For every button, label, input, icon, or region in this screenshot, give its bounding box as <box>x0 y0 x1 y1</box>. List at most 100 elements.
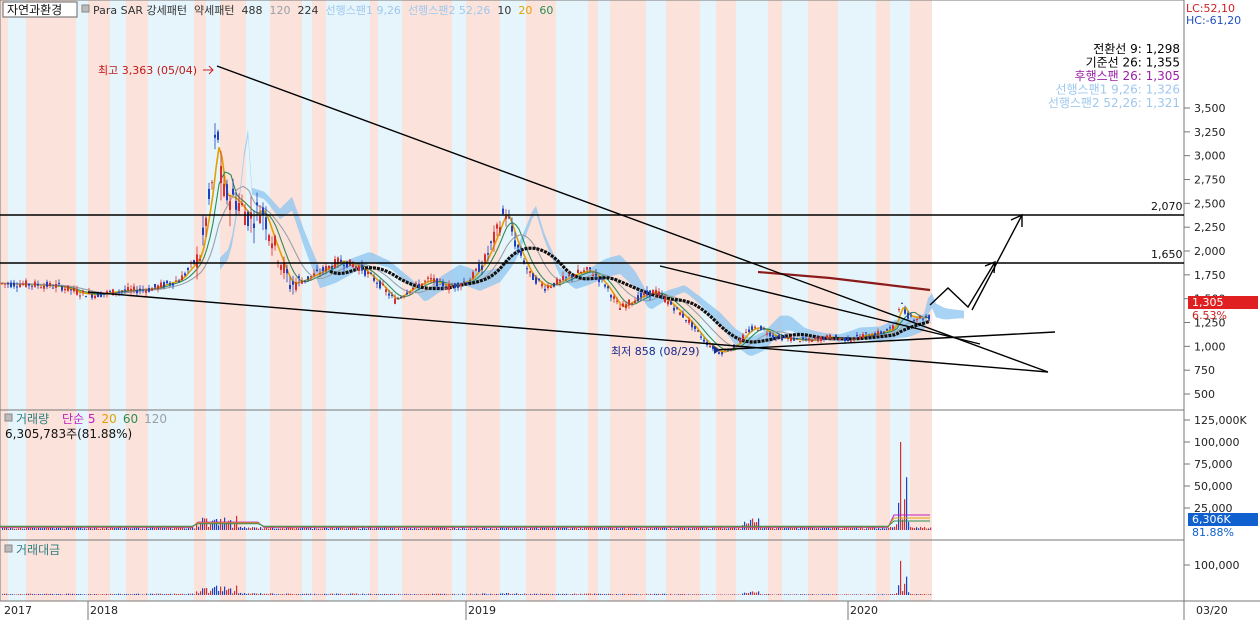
volume-bar <box>240 527 241 530</box>
amount-toggle-icon[interactable] <box>5 545 12 552</box>
indicator-toggle-icon[interactable] <box>82 5 89 12</box>
amount-bar <box>416 594 417 595</box>
amount-bar <box>504 594 505 595</box>
amount-bar <box>256 594 257 595</box>
volume-bar <box>82 529 83 530</box>
amount-bar <box>904 584 905 595</box>
amount-bar <box>50 594 51 595</box>
volume-bar <box>782 528 783 530</box>
amount-bar <box>324 594 325 595</box>
hc-value: HC:-61,20 <box>1186 14 1241 27</box>
volume-bar <box>418 529 419 530</box>
volume-bar <box>678 528 679 530</box>
volume-bar <box>906 477 907 530</box>
amount-bar <box>322 594 323 595</box>
ichimoku-legend-item: 전환선 9: 1,298 <box>1093 42 1180 56</box>
amount-bar <box>44 594 45 595</box>
amount-bar <box>706 594 707 595</box>
amount-bar <box>696 594 697 595</box>
amount-bar <box>738 594 739 595</box>
amount-bar <box>20 594 21 595</box>
volume-bar <box>446 528 447 530</box>
amount-bar <box>26 594 27 595</box>
amount-bar <box>362 594 363 595</box>
amount-bar <box>838 594 839 595</box>
volume-bar <box>2 528 3 530</box>
volume-bar <box>112 528 113 530</box>
amount-bar <box>136 594 137 595</box>
volume-ma-label: 20 <box>102 412 117 426</box>
volume-bar <box>488 529 489 530</box>
volume-bar <box>20 528 21 530</box>
amount-bar <box>810 594 811 595</box>
candle <box>379 279 381 289</box>
amount-bar <box>194 594 195 595</box>
volume-bar <box>98 529 99 530</box>
pattern-band <box>466 0 500 601</box>
amount-bar <box>64 594 65 595</box>
volume-bar <box>44 528 45 530</box>
amount-bar <box>344 594 345 595</box>
volume-bar <box>464 528 465 530</box>
amount-bar <box>102 594 103 595</box>
volume-bar <box>750 520 751 530</box>
volume-bar <box>876 529 877 530</box>
volume-bar <box>372 528 373 530</box>
amount-bar <box>368 594 369 595</box>
amount-bar <box>302 594 303 595</box>
indicator-label: 20 <box>518 4 532 17</box>
amount-bar <box>434 594 435 595</box>
amount-bar <box>636 594 637 595</box>
amount-bar <box>822 594 823 595</box>
amount-bar <box>804 594 805 595</box>
volume-bar <box>686 529 687 530</box>
amount-bar <box>648 594 649 595</box>
volume-bar <box>344 529 345 530</box>
volume-bar <box>862 528 863 530</box>
indicator-label: 60 <box>539 4 553 17</box>
amount-bar <box>358 594 359 595</box>
volume-bar <box>458 528 459 530</box>
amount-bar <box>2 594 3 595</box>
amount-bar <box>126 594 127 595</box>
volume-bar <box>494 529 495 530</box>
amount-bar <box>314 594 315 595</box>
amount-bar <box>784 594 785 595</box>
amount-bar <box>534 594 535 595</box>
amount-bar <box>70 594 71 595</box>
volume-bar <box>668 529 669 530</box>
amount-bar <box>310 594 311 595</box>
volume-bar <box>248 527 249 530</box>
current-price: 1,305 <box>1192 296 1224 309</box>
amount-bar <box>744 593 745 595</box>
amount-bar <box>562 594 563 595</box>
amount-bar <box>190 594 191 595</box>
volume-bar <box>232 528 233 530</box>
amount-bar <box>526 594 527 595</box>
amount-bar <box>588 594 589 595</box>
volume-toggle-icon[interactable] <box>5 414 12 421</box>
amount-bar <box>604 594 605 595</box>
amount-bar <box>72 594 73 595</box>
volume-bar <box>52 528 53 530</box>
amount-bar <box>130 594 131 595</box>
amount-bar <box>242 594 243 595</box>
amount-bar <box>204 588 205 595</box>
amount-bar <box>10 594 11 595</box>
volume-bar <box>918 528 919 530</box>
volume-bar <box>346 528 347 530</box>
amount-bar <box>488 594 489 595</box>
amount-bar <box>590 594 591 595</box>
volume-bar <box>690 529 691 530</box>
amount-bar <box>576 594 577 595</box>
volume-bar <box>688 528 689 530</box>
amount-bar <box>430 594 431 595</box>
volume-bar <box>304 528 305 530</box>
volume-bar <box>34 528 35 530</box>
amount-bar <box>786 594 787 595</box>
volume-bar <box>526 528 527 530</box>
volume-bar <box>612 528 613 530</box>
amount-bar <box>596 594 597 595</box>
amount-bar <box>244 593 245 595</box>
volume-bar <box>186 529 187 530</box>
